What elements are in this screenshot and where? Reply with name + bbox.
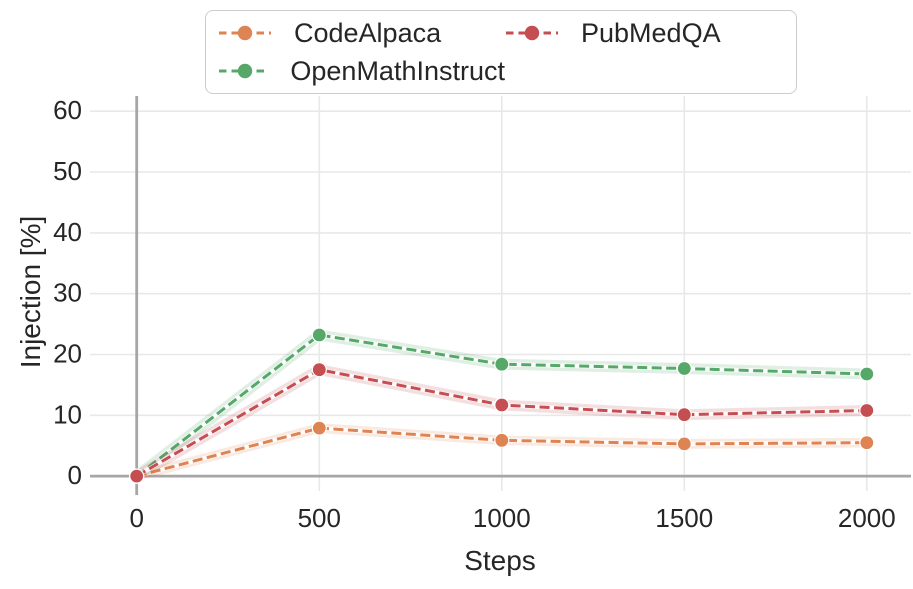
y-axis-label: Injection [%] bbox=[15, 215, 46, 369]
data-point bbox=[859, 366, 875, 382]
data-point bbox=[494, 432, 510, 448]
x-tick-label: 1500 bbox=[655, 503, 713, 533]
data-point bbox=[494, 397, 510, 413]
series-openmathinstruct bbox=[129, 327, 875, 484]
series-pubmedqa bbox=[129, 362, 875, 484]
x-tick-label: 0 bbox=[129, 503, 143, 533]
data-point bbox=[859, 435, 875, 451]
legend-marker bbox=[237, 63, 253, 79]
legend-marker bbox=[237, 25, 253, 41]
chart-legend: CodeAlpaca OpenMathInstruct PubMedQA bbox=[205, 10, 797, 94]
legend-marker bbox=[524, 25, 540, 41]
legend-label: OpenMathInstruct bbox=[290, 55, 505, 86]
legend-key-icon bbox=[219, 25, 271, 41]
y-tick-label: 0 bbox=[68, 460, 82, 490]
data-point bbox=[129, 468, 145, 484]
y-tick-label: 50 bbox=[53, 156, 82, 186]
legend-key-icon bbox=[506, 25, 558, 41]
data-point bbox=[676, 360, 692, 377]
legend-key-icon bbox=[219, 63, 269, 79]
y-tick-label: 40 bbox=[53, 217, 82, 247]
data-point bbox=[311, 420, 327, 436]
legend-item-openmathinstruct: OpenMathInstruct bbox=[218, 55, 505, 86]
data-point bbox=[676, 407, 692, 423]
data-point bbox=[311, 362, 327, 378]
y-tick-label: 20 bbox=[53, 339, 82, 369]
data-point bbox=[311, 327, 327, 343]
legend-item-codealpaca: CodeAlpaca bbox=[218, 17, 505, 48]
y-tick-label: 30 bbox=[53, 278, 82, 308]
x-axis-label: Steps bbox=[464, 545, 536, 576]
x-tick-label: 1000 bbox=[473, 503, 531, 533]
data-point bbox=[494, 356, 510, 372]
legend-item-pubmedqa: PubMedQA bbox=[505, 17, 788, 48]
y-tick-label: 10 bbox=[53, 399, 82, 429]
x-tick-label: 500 bbox=[298, 503, 341, 533]
data-point bbox=[859, 402, 875, 419]
x-tick-label: 2000 bbox=[838, 503, 896, 533]
legend-label: PubMedQA bbox=[581, 17, 721, 48]
legend-label: CodeAlpaca bbox=[294, 17, 442, 48]
y-tick-label: 60 bbox=[53, 95, 82, 125]
data-point bbox=[676, 436, 692, 452]
